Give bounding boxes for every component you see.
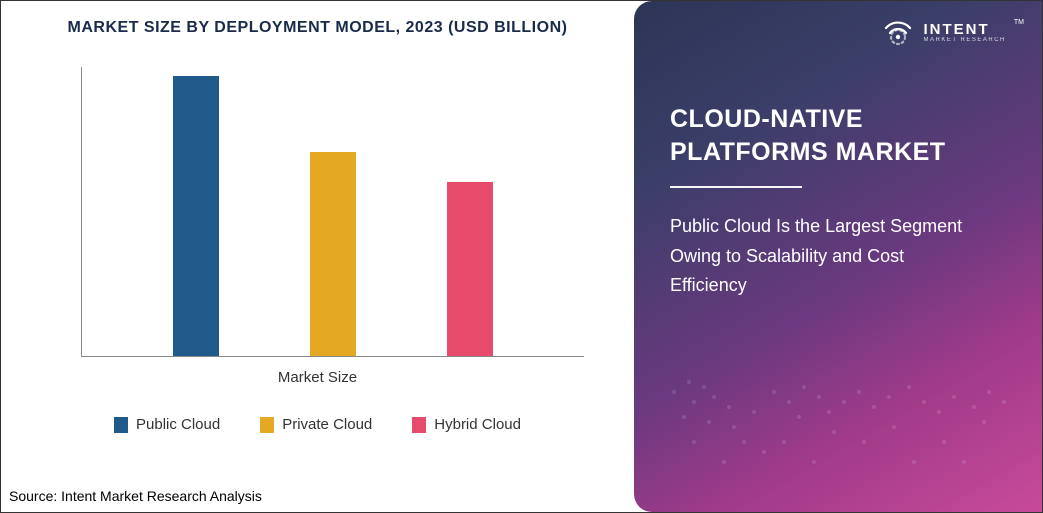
logo-text: INTENT MARKET RESEARCH bbox=[923, 22, 1005, 43]
panel-headline: CLOUD-NATIVE PLATFORMS MARKET bbox=[670, 103, 1012, 168]
legend-swatch-icon bbox=[114, 417, 128, 433]
legend: Public Cloud Private Cloud Hybrid Cloud bbox=[21, 416, 614, 433]
bar-private-cloud bbox=[310, 152, 356, 356]
trademark-icon: TM bbox=[1014, 19, 1024, 26]
x-axis-label: Market Size bbox=[21, 369, 614, 386]
legend-item-hybrid: Hybrid Cloud bbox=[412, 416, 521, 433]
logo-main: INTENT bbox=[923, 22, 1005, 37]
root-container: MARKET SIZE BY DEPLOYMENT MODEL, 2023 (U… bbox=[0, 0, 1043, 513]
legend-item-private: Private Cloud bbox=[260, 416, 372, 433]
legend-swatch-icon bbox=[412, 417, 426, 433]
legend-label: Private Cloud bbox=[282, 416, 372, 433]
bar-hybrid-cloud bbox=[447, 182, 493, 356]
source-text: Source: Intent Market Research Analysis bbox=[9, 488, 262, 504]
legend-swatch-icon bbox=[260, 417, 274, 433]
legend-label: Hybrid Cloud bbox=[434, 416, 521, 433]
world-map-icon bbox=[634, 332, 1042, 512]
chart-title: MARKET SIZE BY DEPLOYMENT MODEL, 2023 (U… bbox=[21, 19, 614, 37]
legend-item-public: Public Cloud bbox=[114, 416, 220, 433]
bar-public-cloud bbox=[173, 76, 219, 356]
info-panel: INTENT MARKET RESEARCH TM CLOUD-NATIVE P… bbox=[634, 1, 1042, 512]
wifi-target-icon bbox=[881, 15, 915, 49]
logo: INTENT MARKET RESEARCH TM bbox=[881, 15, 1024, 49]
panel-subhead: Public Cloud Is the Largest Segment Owin… bbox=[670, 212, 980, 301]
divider-line bbox=[670, 186, 802, 188]
chart-plot-area bbox=[81, 67, 584, 357]
logo-sub: MARKET RESEARCH bbox=[923, 37, 1005, 43]
chart-panel: MARKET SIZE BY DEPLOYMENT MODEL, 2023 (U… bbox=[1, 1, 634, 512]
legend-label: Public Cloud bbox=[136, 416, 220, 433]
